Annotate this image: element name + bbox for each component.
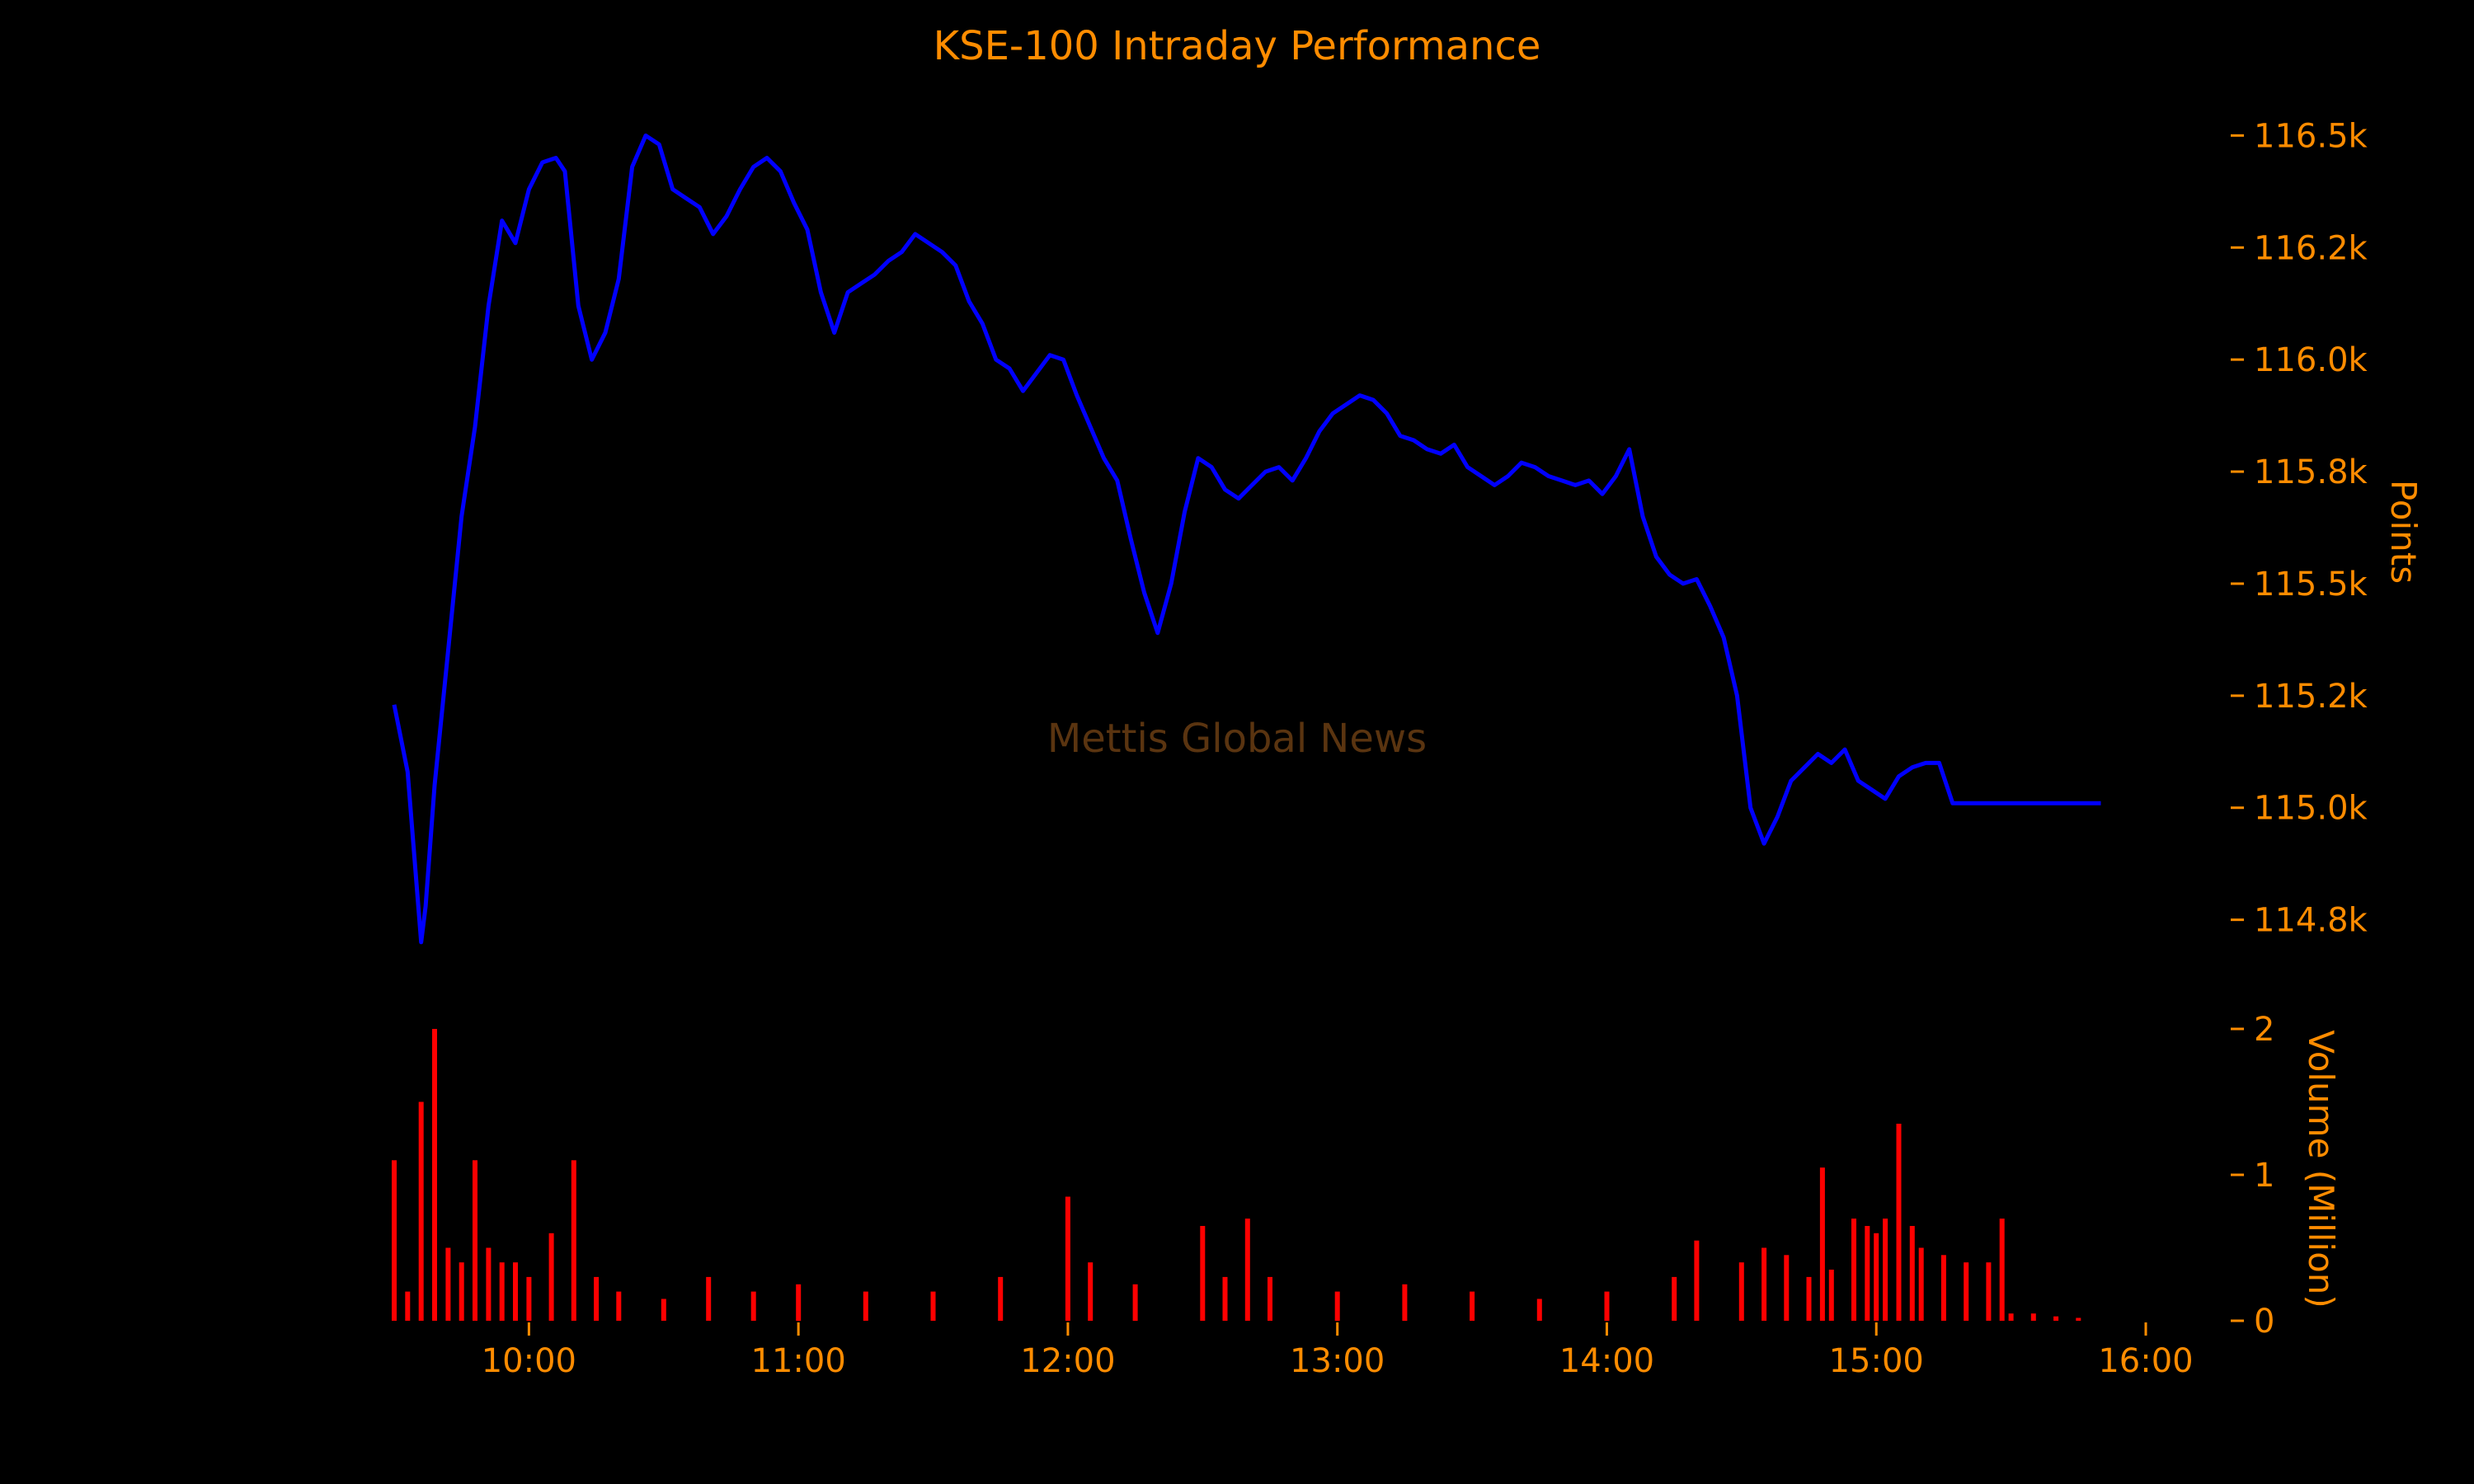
- watermark: Mettis Global News: [1047, 716, 1427, 762]
- volume-bar: [796, 1284, 802, 1322]
- volume-bar: [998, 1276, 1004, 1321]
- volume-bar: [1604, 1291, 1610, 1321]
- volume-bar: [2053, 1316, 2059, 1321]
- volume-bar: [1694, 1240, 1700, 1321]
- volume-bar: [661, 1298, 666, 1321]
- price-y-tick-label: 116.0k: [2254, 341, 2368, 379]
- volume-bar: [1806, 1276, 1812, 1321]
- volume-bar: [2030, 1313, 2036, 1321]
- volume-bar: [1132, 1284, 1138, 1322]
- volume-bar: [571, 1160, 576, 1321]
- price-y-tick-label: 116.2k: [2254, 229, 2368, 267]
- volume-bar: [1851, 1219, 1856, 1321]
- volume-bar: [513, 1262, 518, 1321]
- volume-bars: [392, 1029, 2081, 1322]
- volume-bar: [418, 1101, 424, 1321]
- time-x-axis: 10:00 11:00 12:00 13:00 14:00 15:00 16:00: [482, 1322, 2194, 1380]
- x-tick-label: 11:00: [751, 1342, 846, 1380]
- volume-bar: [1536, 1298, 1542, 1321]
- x-tick-label: 15:00: [1829, 1342, 1924, 1380]
- volume-y-tick-label: 1: [2254, 1157, 2274, 1195]
- volume-bar: [1065, 1196, 1070, 1321]
- volume-bar: [432, 1029, 437, 1321]
- volume-bar: [1940, 1255, 1946, 1321]
- volume-bar: [1874, 1233, 1879, 1321]
- volume-bar: [473, 1160, 477, 1321]
- volume-bar: [1200, 1226, 1206, 1321]
- volume-bar: [706, 1276, 712, 1321]
- volume-bar: [526, 1276, 532, 1321]
- price-line: [392, 133, 2101, 945]
- price-y-tick-label: 116.5k: [2254, 117, 2368, 155]
- volume-bar: [459, 1262, 464, 1321]
- volume-bar: [548, 1233, 554, 1321]
- volume-bar: [445, 1247, 451, 1321]
- x-tick-label: 12:00: [1020, 1342, 1115, 1380]
- volume-bar: [1964, 1262, 1969, 1321]
- volume-bar: [1883, 1219, 1888, 1321]
- x-tick-label: 14:00: [1559, 1342, 1654, 1380]
- volume-bar: [1909, 1226, 1915, 1321]
- volume-y-axis-label: Volume (Million): [2301, 1030, 2341, 1308]
- volume-bar: [1088, 1262, 1094, 1321]
- volume-bar: [499, 1262, 505, 1321]
- volume-bar: [1334, 1291, 1340, 1321]
- volume-bar: [1470, 1291, 1475, 1321]
- volume-bar: [1738, 1262, 1744, 1321]
- volume-bar: [1865, 1226, 1870, 1321]
- volume-bar: [1999, 1219, 2005, 1321]
- price-y-axis: 114.8k 115.0k 115.2k 115.5k 115.8k 116.0k 116.…: [2231, 117, 2368, 940]
- volume-bar: [1828, 1270, 1834, 1321]
- chart-title: KSE-100 Intraday Performance: [934, 23, 1541, 69]
- price-panel: 114.8k 115.0k 115.2k 115.5k 115.8k 116.0k 116.…: [392, 117, 2368, 945]
- price-y-tick-label: 115.8k: [2254, 453, 2368, 491]
- x-tick-label: 10:00: [482, 1342, 576, 1380]
- volume-bar: [594, 1276, 600, 1321]
- volume-bar: [1244, 1219, 1250, 1321]
- volume-bar: [1896, 1124, 1902, 1321]
- volume-bar: [863, 1291, 868, 1321]
- volume-bar: [1672, 1276, 1677, 1321]
- price-y-tick-label: 115.2k: [2254, 678, 2368, 716]
- volume-bar: [750, 1291, 756, 1321]
- volume-bar: [1402, 1284, 1408, 1322]
- volume-bar: [1222, 1276, 1228, 1321]
- x-tick-label: 16:00: [2098, 1342, 2193, 1380]
- volume-bar: [486, 1247, 492, 1321]
- volume-bar: [2008, 1313, 2014, 1321]
- price-y-axis-label: Points: [2383, 480, 2424, 584]
- volume-bar: [1761, 1247, 1767, 1321]
- volume-bar: [1784, 1255, 1790, 1321]
- volume-bar: [405, 1291, 411, 1321]
- volume-y-tick-label: 2: [2254, 1011, 2274, 1049]
- volume-y-axis: 0 1 2: [2231, 1011, 2274, 1341]
- volume-bar: [1268, 1276, 1272, 1321]
- volume-panel: 0 1 2: [392, 1011, 2274, 1341]
- volume-bar: [392, 1160, 397, 1321]
- price-y-tick-label: 114.8k: [2254, 902, 2368, 940]
- volume-bar: [930, 1291, 936, 1321]
- price-y-tick-label: 115.5k: [2254, 566, 2368, 603]
- volume-bar: [1819, 1167, 1825, 1321]
- volume-y-tick-label: 0: [2254, 1303, 2274, 1341]
- volume-bar: [2076, 1317, 2081, 1321]
- price-y-tick-label: 115.0k: [2254, 790, 2368, 828]
- volume-bar: [616, 1291, 622, 1321]
- volume-bar: [1986, 1262, 1992, 1321]
- x-tick-label: 13:00: [1290, 1342, 1385, 1380]
- volume-bar: [1918, 1247, 1924, 1321]
